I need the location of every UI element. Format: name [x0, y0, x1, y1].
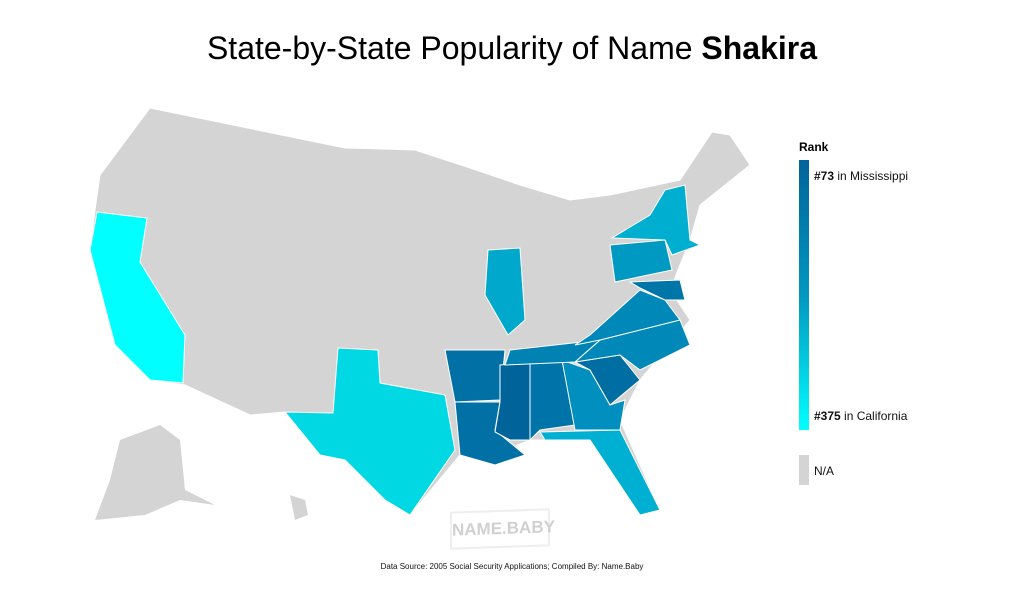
- title-prefix: State-by-State Popularity of Name: [206, 30, 702, 66]
- state-pennsylvania[interactable]: [609, 239, 673, 283]
- state-new-york[interactable]: [610, 184, 702, 256]
- state-tennessee[interactable]: [504, 339, 602, 366]
- legend-na-swatch: [799, 455, 809, 485]
- hawaii-shape: [290, 495, 308, 520]
- state-arkansas[interactable]: [444, 349, 506, 403]
- alaska-shape: [95, 425, 215, 520]
- legend-na-label: N/A: [814, 464, 835, 478]
- legend-color-scale: [799, 160, 809, 430]
- state-california[interactable]: [89, 211, 186, 384]
- legend-bottom-label: #375 in California: [814, 409, 908, 423]
- watermark-logo: NAME.BABY: [450, 508, 555, 550]
- state-virginia[interactable]: [574, 289, 681, 346]
- state-illinois[interactable]: [484, 247, 526, 336]
- legend-title: Rank: [799, 140, 829, 154]
- state-mississippi[interactable]: [494, 361, 531, 441]
- state-florida[interactable]: [539, 429, 661, 516]
- title-name: Shakira: [701, 30, 818, 66]
- state-texas[interactable]: [283, 347, 456, 516]
- footer-source: Data Source: 2005 Social Security Applic…: [380, 562, 644, 571]
- page-title: State-by-State Popularity of Name Shakir…: [0, 30, 1024, 67]
- legend-top-label: #73 in Mississippi: [814, 169, 909, 183]
- state-maryland[interactable]: [628, 279, 686, 301]
